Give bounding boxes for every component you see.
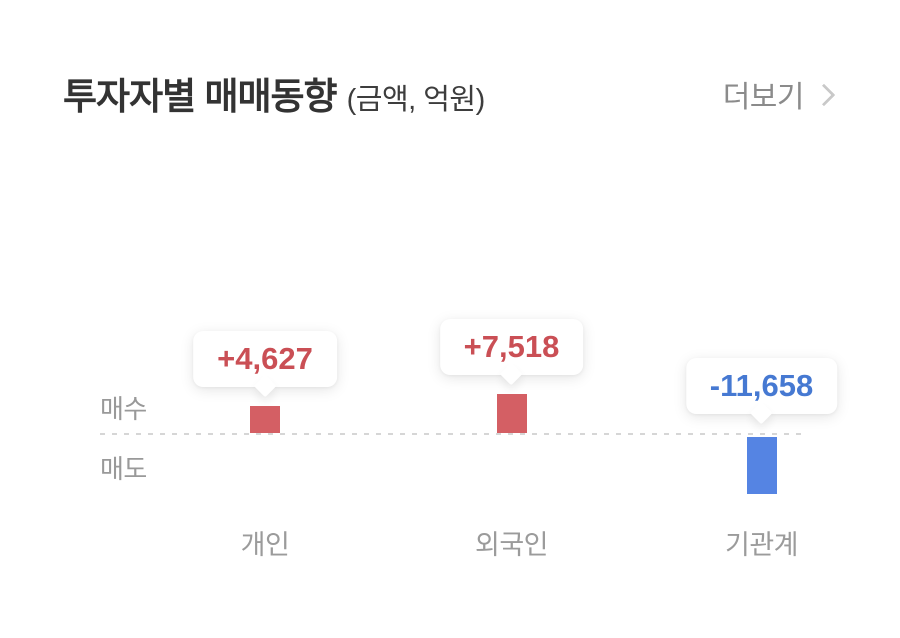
bar <box>496 394 527 433</box>
category-label: 개인 <box>240 530 290 560</box>
more-link-label: 더보기 <box>722 81 805 114</box>
page-title: 투자자별 매매동향 (금액, 억원) <box>63 66 485 120</box>
zero-axis-line <box>100 433 806 435</box>
bar <box>250 406 280 433</box>
value-label: +7,518 <box>463 329 560 364</box>
category-label: 기관계 <box>724 530 799 560</box>
buy-axis-label: 매수 <box>100 394 147 424</box>
more-link[interactable]: 더보기 <box>722 72 836 116</box>
value-label: -11,658 <box>709 368 814 403</box>
value-label: +4,627 <box>217 341 313 376</box>
value-tooltip-bubble: +7,518 <box>439 319 584 375</box>
category-label: 외국인 <box>474 530 549 560</box>
title-text: 투자자별 매매동향 <box>63 76 338 117</box>
title-unit-text: (금액, 억원) <box>346 84 486 116</box>
value-tooltip-bubble: -11,658 <box>685 358 838 414</box>
sell-axis-label: 매도 <box>100 454 147 484</box>
value-tooltip-bubble: +4,627 <box>193 331 337 387</box>
bar <box>746 437 777 494</box>
